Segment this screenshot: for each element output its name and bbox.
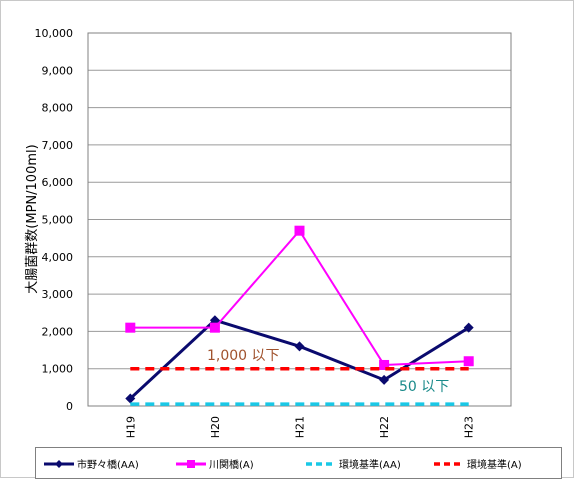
series-lines: [125, 225, 474, 406]
x-tick-label: H20: [209, 416, 222, 438]
y-tick-label: 5,000: [42, 214, 74, 227]
data-point: [209, 322, 220, 333]
y-tick-labels: 0 1,000 2,000 3,000 4,000 5,000 6,000 7,000 8,00…: [35, 27, 74, 413]
x-tick-label: H22: [378, 416, 391, 438]
x-tick-label: H23: [463, 416, 476, 438]
annotation-aa-standard: 50 以下: [399, 379, 449, 395]
data-point: [463, 322, 474, 333]
legend-item: 環境基準(AA): [306, 458, 401, 471]
legend-marker: [55, 460, 63, 468]
legend-label: 環境基準(AA): [339, 458, 401, 471]
x-tick-label: H21: [294, 416, 307, 438]
data-point: [463, 356, 474, 367]
legend: 市野々橋(AA) 川関橋(A) 環境基準(AA) 環境基準(A): [35, 447, 562, 479]
y-tick-label: 4,000: [42, 251, 74, 264]
data-point: [294, 225, 305, 236]
y-tick-label: 9,000: [42, 64, 74, 77]
y-tick-label: 3,000: [42, 288, 74, 301]
data-point: [125, 393, 136, 404]
y-tick-label: 8,000: [42, 102, 74, 115]
gridlines: [88, 69, 511, 370]
plot-area: [87, 32, 512, 407]
legend-label: 環境基準(A): [467, 458, 522, 471]
y-tick-label: 6,000: [42, 176, 74, 189]
data-point: [125, 322, 136, 333]
x-tick-labels: H19 H20 H21 H22 H23: [124, 416, 475, 438]
data-point: [379, 359, 390, 370]
y-tick-label: 1,000: [42, 363, 74, 376]
legend-item: 環境基準(A): [434, 458, 522, 471]
y-tick-label: 10,000: [35, 27, 74, 40]
legend-label: 市野々橋(AA): [77, 458, 139, 471]
data-point: [294, 341, 305, 352]
y-tick-label: 0: [66, 400, 73, 413]
legend-item: 市野々橋(AA): [44, 458, 139, 471]
data-point: [379, 374, 390, 385]
legend-label: 川関橋(A): [209, 458, 254, 471]
legend-marker: [187, 460, 195, 468]
y-axis-label: 大腸菌群数(MPN/100ml): [25, 144, 40, 293]
x-tick-label: H19: [124, 416, 137, 438]
legend-item: 川関橋(A): [176, 458, 254, 471]
y-tick-label: 7,000: [42, 139, 74, 152]
annotation-a-standard: 1,000 以下: [207, 348, 280, 364]
y-tick-label: 2,000: [42, 325, 74, 338]
